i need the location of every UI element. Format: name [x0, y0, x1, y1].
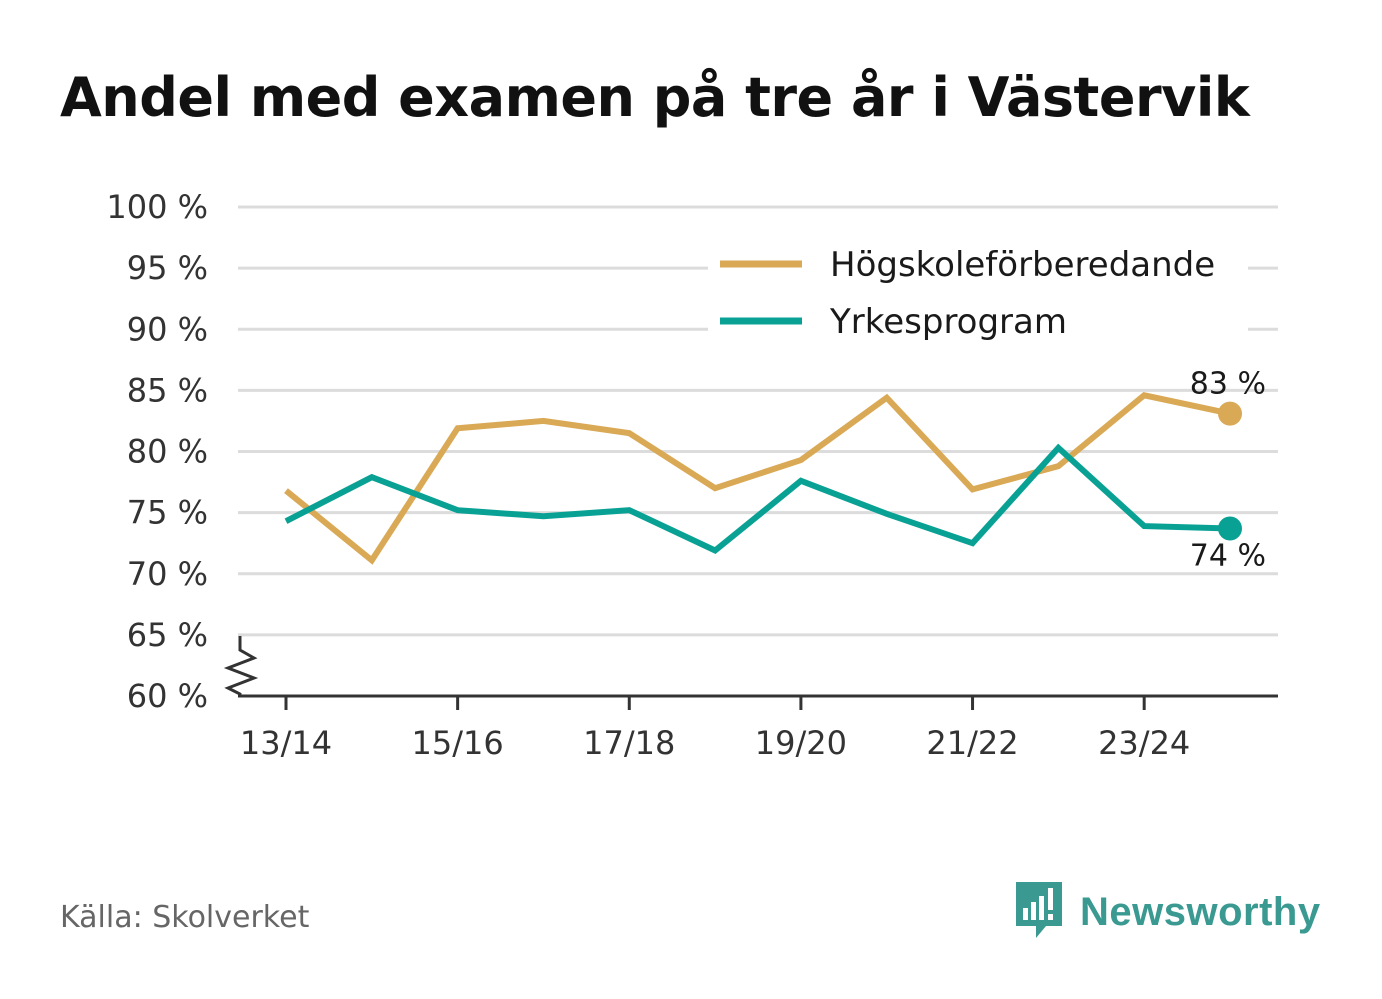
brand[interactable]: Newsworthy: [1012, 880, 1321, 944]
x-tick-label: 23/24: [1098, 724, 1190, 762]
y-tick-label: 80 %: [127, 433, 208, 471]
x-tick-label: 13/14: [240, 724, 332, 762]
legend: Högskoleförberedande Yrkesprogram: [720, 245, 1215, 342]
x-tick-label: 21/22: [926, 724, 1018, 762]
chart-title: Andel med examen på tre år i Västervik: [60, 66, 1250, 129]
legend-background: [708, 240, 1248, 350]
brand-name: Newsworthy: [1080, 889, 1321, 934]
y-tick-label: 75 %: [127, 494, 208, 532]
axis-break-icon: [223, 636, 259, 696]
end-value-label: 74 %: [1190, 539, 1266, 574]
y-tick-label: 70 %: [127, 555, 208, 593]
x-tick-label: 19/20: [755, 724, 847, 762]
y-tick-label: 95 %: [127, 249, 208, 287]
axes: 60 % 65 % 70 % 75 % 80 % 85 % 90 % 95 % 100 % 13/…: [106, 188, 1278, 762]
newsworthy-logo-icon: [1012, 880, 1066, 944]
series-line-hogskoleforberedande: [284, 392, 1231, 565]
end-labels: 83 % 74 %: [1190, 367, 1266, 574]
y-tick-label: 100 %: [106, 188, 208, 226]
x-tick-label: 15/16: [412, 724, 504, 762]
source-note: Källa: Skolverket: [60, 900, 310, 935]
x-tick-label: 17/18: [583, 724, 675, 762]
y-tick-label: 90 %: [127, 310, 208, 348]
legend-label: Yrkesprogram: [829, 302, 1067, 342]
end-point-marker: [1218, 516, 1242, 541]
series-line-yrkesprogram: [284, 443, 1231, 555]
legend-box: [708, 240, 1248, 350]
series-lines: [284, 392, 1242, 565]
y-tick-label: 60 %: [127, 677, 208, 715]
y-tick-label: 85 %: [127, 371, 208, 409]
legend-label: Högskoleförberedande: [830, 245, 1215, 285]
end-point-marker: [1218, 401, 1242, 426]
end-value-label: 83 %: [1190, 367, 1266, 402]
y-tick-label: 65 %: [127, 616, 208, 654]
